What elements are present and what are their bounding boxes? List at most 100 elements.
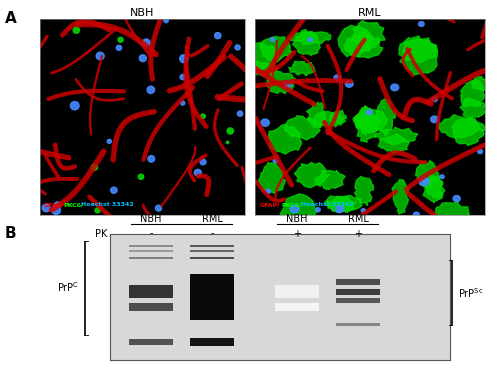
Polygon shape	[280, 194, 318, 231]
Polygon shape	[378, 134, 409, 154]
Polygon shape	[354, 106, 378, 142]
Polygon shape	[330, 111, 346, 125]
Circle shape	[238, 111, 243, 116]
Polygon shape	[268, 124, 302, 154]
Text: +: +	[354, 229, 362, 239]
Text: NBH: NBH	[140, 214, 162, 224]
Circle shape	[290, 205, 299, 213]
Text: -: -	[149, 229, 152, 239]
FancyBboxPatch shape	[128, 257, 173, 259]
Text: PKCδ/: PKCδ/	[64, 202, 84, 207]
Text: GFAP/: GFAP/	[44, 202, 64, 207]
FancyBboxPatch shape	[336, 289, 380, 295]
Text: Hoechst 33342: Hoechst 33342	[301, 202, 354, 207]
Circle shape	[440, 175, 444, 178]
Text: GFAP/: GFAP/	[260, 202, 280, 207]
Circle shape	[453, 196, 460, 202]
Polygon shape	[374, 127, 418, 144]
Text: Hoechst 33342: Hoechst 33342	[81, 202, 134, 207]
Polygon shape	[452, 118, 486, 145]
Circle shape	[270, 37, 274, 41]
Polygon shape	[433, 201, 470, 228]
Circle shape	[414, 212, 420, 217]
Title: RML: RML	[358, 8, 382, 18]
Circle shape	[419, 177, 429, 186]
Circle shape	[336, 206, 344, 213]
Text: PK: PK	[95, 229, 108, 239]
Circle shape	[52, 206, 60, 214]
Circle shape	[214, 33, 221, 39]
FancyBboxPatch shape	[128, 245, 173, 247]
Polygon shape	[294, 162, 330, 188]
Circle shape	[366, 110, 372, 115]
Circle shape	[235, 45, 240, 50]
Text: NBH: NBH	[286, 214, 308, 224]
Circle shape	[361, 209, 366, 213]
Circle shape	[95, 208, 100, 213]
Circle shape	[432, 97, 438, 102]
Polygon shape	[266, 71, 296, 94]
Polygon shape	[353, 107, 388, 132]
Circle shape	[180, 101, 185, 105]
FancyBboxPatch shape	[336, 279, 380, 285]
Polygon shape	[354, 176, 374, 206]
Polygon shape	[258, 163, 285, 193]
Circle shape	[164, 19, 168, 23]
Circle shape	[148, 155, 154, 162]
Polygon shape	[399, 36, 437, 63]
Polygon shape	[260, 36, 292, 62]
Polygon shape	[242, 42, 281, 70]
Circle shape	[138, 174, 143, 180]
FancyBboxPatch shape	[128, 250, 173, 252]
Polygon shape	[288, 62, 316, 76]
Polygon shape	[248, 61, 278, 78]
Circle shape	[194, 170, 202, 176]
Circle shape	[226, 141, 229, 144]
Circle shape	[308, 38, 312, 42]
Text: B: B	[5, 226, 16, 241]
Polygon shape	[352, 21, 385, 51]
Polygon shape	[306, 102, 326, 128]
FancyBboxPatch shape	[190, 274, 234, 319]
Polygon shape	[427, 178, 445, 199]
Polygon shape	[376, 99, 396, 136]
FancyBboxPatch shape	[128, 303, 173, 311]
Circle shape	[200, 114, 205, 119]
Circle shape	[430, 116, 438, 123]
Polygon shape	[324, 195, 362, 212]
Circle shape	[156, 205, 162, 211]
Circle shape	[54, 202, 61, 208]
Polygon shape	[314, 170, 345, 190]
Polygon shape	[327, 196, 356, 213]
Circle shape	[107, 139, 112, 143]
Circle shape	[273, 159, 278, 163]
Polygon shape	[284, 116, 322, 140]
Polygon shape	[344, 32, 383, 58]
Polygon shape	[392, 180, 409, 214]
Circle shape	[42, 204, 50, 212]
Text: RML: RML	[348, 214, 368, 224]
Title: NBH: NBH	[130, 8, 154, 18]
Circle shape	[70, 102, 79, 110]
Circle shape	[283, 81, 291, 88]
Text: PrP$^{\rm C}$: PrP$^{\rm C}$	[57, 280, 79, 295]
Polygon shape	[471, 77, 490, 90]
Text: RML: RML	[202, 214, 222, 224]
Circle shape	[147, 86, 154, 93]
Circle shape	[73, 27, 80, 33]
Polygon shape	[314, 111, 344, 127]
Circle shape	[316, 208, 320, 212]
Circle shape	[180, 55, 188, 63]
FancyBboxPatch shape	[190, 245, 234, 247]
Polygon shape	[416, 161, 439, 188]
Polygon shape	[292, 30, 320, 55]
FancyBboxPatch shape	[336, 323, 380, 326]
FancyBboxPatch shape	[336, 298, 380, 303]
Polygon shape	[288, 32, 331, 45]
Circle shape	[139, 55, 146, 62]
Polygon shape	[460, 98, 487, 120]
Circle shape	[180, 74, 186, 80]
Circle shape	[345, 81, 353, 87]
Circle shape	[96, 52, 104, 60]
Text: A: A	[5, 11, 17, 26]
